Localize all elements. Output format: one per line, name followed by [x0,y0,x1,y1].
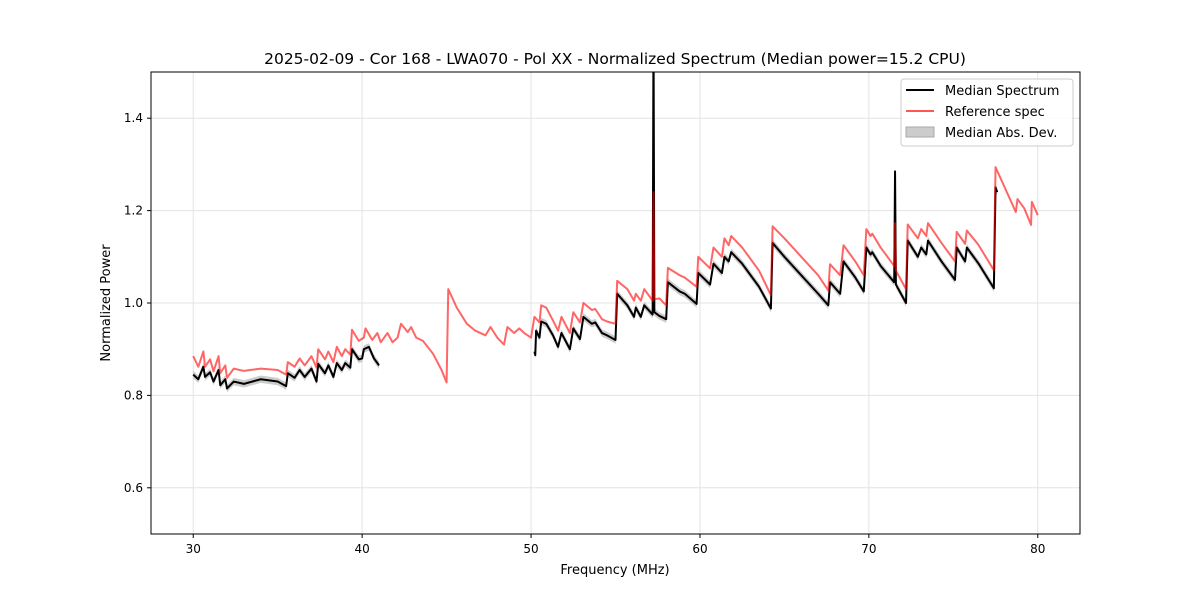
y-tick-label: 1.2 [124,204,143,218]
x-tick-label: 30 [186,542,201,556]
x-tick-label: 80 [1030,542,1045,556]
plot-marks [192,72,1039,393]
x-tick-label: 50 [523,542,538,556]
legend-mad-swatch [905,126,935,138]
chart-title: 2025-02-09 - Cor 168 - LWA070 - Pol XX -… [264,50,966,68]
x-tick-label: 70 [861,542,876,556]
x-tick-label: 60 [692,542,707,556]
reference-spectrum-line [192,166,1039,384]
median-spectrum-line [533,72,999,357]
mad-band [193,343,380,393]
x-tick-label: 40 [354,542,369,556]
y-tick-label: 0.8 [124,388,143,402]
axis-ticks: 30 40 50 60 70 80 0.6 0.8 1.0 1.2 1.4 [124,111,1046,556]
median-spectrum-line [192,345,380,390]
y-axis-label: Normalized Power [99,244,114,362]
y-tick-label: 1.4 [124,111,143,125]
y-tick-label: 1.0 [124,296,143,310]
legend-median-label: Median Spectrum [945,84,1059,99]
legend-reference-label: Reference spec [945,105,1045,120]
x-axis-label: Frequency (MHz) [560,563,669,578]
legend: Median Spectrum Reference spec Median Ab… [900,78,1074,147]
y-tick-label: 0.6 [124,481,143,495]
mad-band [534,72,998,359]
legend-box [900,78,1074,147]
legend-mad-label: Median Abs. Dev. [945,126,1057,141]
